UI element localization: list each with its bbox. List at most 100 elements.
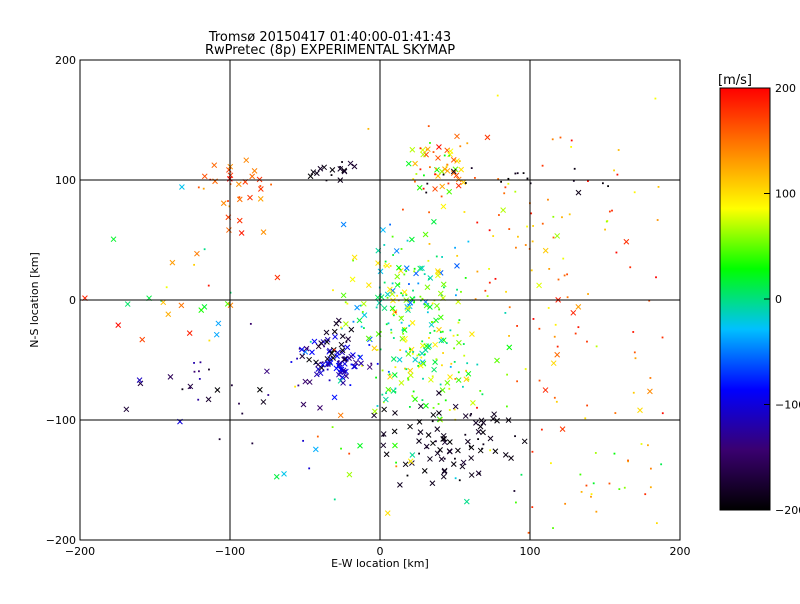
data-point-dot (506, 405, 508, 408)
data-point-cross (447, 374, 453, 380)
data-point-cross (331, 328, 338, 335)
data-point-dot (429, 142, 431, 144)
data-point-cross (409, 296, 416, 302)
data-point-cross (336, 371, 342, 378)
data-point-dot (467, 240, 470, 243)
data-point-cross (427, 456, 433, 462)
data-point-cross (380, 431, 387, 437)
data-point-cross (397, 267, 404, 274)
data-point-dot (640, 443, 643, 445)
data-point-dot (431, 420, 434, 423)
data-point-dot (445, 165, 448, 168)
data-point-cross (274, 274, 281, 281)
data-point-cross (332, 333, 338, 340)
data-point-dot (595, 510, 598, 513)
data-point-dot (381, 369, 384, 372)
data-point-cross (311, 338, 318, 345)
data-point-dot (198, 370, 200, 373)
data-point-dot (218, 438, 221, 441)
data-point-dot (476, 270, 479, 273)
data-point-dot (401, 329, 404, 331)
data-point-cross (360, 300, 367, 307)
data-point-dot (465, 369, 467, 372)
data-point-cross (329, 167, 336, 173)
data-point-cross (392, 442, 398, 449)
data-point-dot (476, 406, 478, 409)
data-point-cross (431, 366, 437, 373)
data-point-dot (419, 147, 422, 150)
data-point-dot (227, 200, 229, 202)
data-point-cross (402, 335, 408, 342)
data-point-dot (470, 413, 473, 415)
data-point-dot (394, 311, 397, 314)
data-point-dot (442, 173, 445, 176)
data-point-dot (498, 214, 500, 216)
data-point-cross (460, 179, 467, 186)
data-point-dot (632, 391, 635, 394)
data-point-cross (454, 262, 460, 269)
data-point-cross (249, 173, 256, 180)
data-point-dot (435, 358, 438, 361)
data-point-cross (273, 473, 280, 480)
data-point-dot (415, 173, 418, 175)
data-point-cross (550, 360, 557, 367)
data-point-dot (474, 298, 477, 301)
data-point-dot (409, 348, 411, 351)
data-point-dot (267, 394, 270, 396)
data-point-dot (383, 244, 386, 246)
data-point-cross (348, 353, 355, 360)
data-point-dot (566, 296, 569, 299)
data-point-dot (322, 369, 325, 372)
data-point-dot (453, 408, 456, 411)
data-point-cross (351, 254, 358, 261)
data-point-dot (316, 435, 319, 438)
data-point-cross (412, 396, 418, 403)
data-point-dot (464, 277, 467, 279)
data-point-cross (542, 247, 549, 254)
x-tick-label: −100 (215, 545, 245, 558)
data-point-cross (377, 268, 384, 275)
data-point-dot (460, 290, 462, 293)
data-point-cross (340, 292, 347, 299)
data-point-dot (326, 364, 329, 367)
data-point-dot (321, 361, 324, 364)
data-point-dot (476, 221, 479, 224)
data-point-cross (136, 377, 143, 383)
data-point-cross (623, 238, 630, 245)
data-point-dot (349, 384, 352, 387)
data-point-dot (506, 373, 508, 376)
data-point-cross (137, 380, 144, 387)
data-point-dot (605, 220, 608, 223)
data-point-dot (644, 493, 647, 496)
data-point-dot (420, 356, 423, 359)
data-point-dot (500, 180, 503, 183)
data-point-cross (468, 444, 475, 451)
data-point-cross (324, 339, 330, 345)
data-point-dot (429, 332, 432, 334)
data-point-cross (187, 383, 194, 390)
data-point-cross (236, 217, 243, 224)
data-point-dot (404, 367, 406, 370)
data-point-dot (443, 286, 445, 289)
data-point-cross (423, 443, 430, 450)
data-point-cross (343, 321, 349, 327)
data-point-cross (374, 294, 381, 301)
data-point-dot (398, 283, 401, 285)
data-point-dot (423, 353, 426, 356)
data-point-cross (536, 282, 542, 289)
data-point-cross (407, 372, 414, 379)
data-point-dot (633, 191, 636, 194)
data-point-cross (306, 379, 313, 385)
data-point-cross (186, 330, 193, 337)
data-point-dot (421, 340, 424, 343)
data-point-dot (516, 172, 519, 175)
data-point-dot (513, 490, 516, 492)
data-point-dot (399, 349, 402, 351)
data-point-dot (607, 185, 609, 188)
data-point-cross (440, 281, 447, 288)
data-point-dot (526, 225, 528, 228)
data-point-dot (559, 136, 562, 139)
data-point-cross (351, 163, 358, 170)
data-point-dot (419, 295, 422, 298)
data-point-dot (296, 357, 298, 360)
